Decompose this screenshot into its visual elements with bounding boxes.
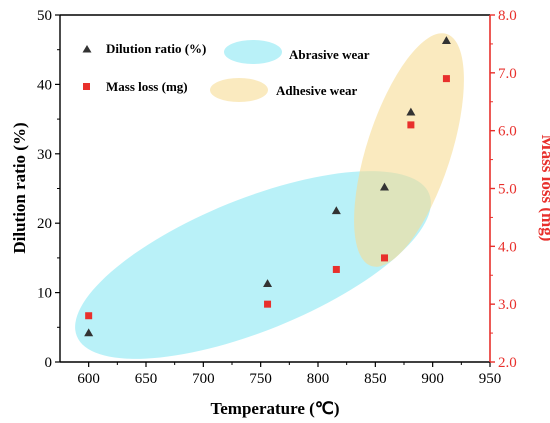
right-y-tick-label: 6.0	[498, 124, 517, 140]
legend-mass-loss-label: Mass loss (mg)	[106, 79, 188, 94]
dilution-ratio-point	[331, 206, 341, 215]
legend-triangle-marker	[82, 45, 92, 53]
right-y-axis-ticks: 2.0 3.0 4.0 5.0 6.0 7.0 8.0	[490, 8, 517, 371]
right-y-tick-label: 8.0	[498, 8, 517, 24]
x-tick-label: 950	[479, 371, 502, 387]
x-tick-label: 800	[307, 371, 330, 387]
mass-loss-point	[264, 300, 272, 308]
legend-adhesive-swatch	[210, 78, 268, 102]
legend-adhesive-label: Adhesive wear	[276, 83, 357, 98]
left-y-tick-label: 30	[37, 147, 52, 163]
dilution-ratio-point	[84, 328, 94, 337]
left-y-axis-ticks: 0 10 20 30 40 50	[37, 8, 60, 371]
mass-loss-point	[381, 254, 389, 262]
left-y-tick-label: 0	[45, 355, 53, 371]
x-tick-label: 700	[192, 371, 215, 387]
left-y-axis-title: Dilution ratio (%)	[10, 122, 29, 253]
abrasive-wear-region	[75, 171, 431, 359]
dilution-ratio-point	[263, 279, 273, 287]
right-y-tick-label: 4.0	[498, 239, 517, 255]
x-tick-label: 600	[77, 371, 100, 387]
x-tick-label: 750	[249, 371, 272, 387]
x-tick-label: 900	[421, 371, 444, 387]
mass-loss-point	[442, 75, 450, 83]
adhesive-wear-region	[354, 33, 464, 267]
right-y-tick-label: 3.0	[498, 297, 517, 313]
right-y-axis-title: Mass loss (mg)	[538, 135, 550, 242]
dilution-ratio-point	[380, 182, 390, 191]
legend-abrasive-swatch	[224, 40, 282, 64]
left-y-tick-label: 10	[37, 286, 52, 302]
mass-loss-point	[85, 312, 93, 320]
x-tick-label: 650	[135, 371, 158, 387]
x-tick-label: 850	[364, 371, 387, 387]
dilution-ratio-point	[406, 107, 416, 116]
right-y-tick-label: 7.0	[498, 66, 517, 82]
right-y-tick-label: 2.0	[498, 355, 517, 371]
dilution-ratio-point	[441, 36, 451, 45]
x-axis-ticks: 600 650 700 750 800 850 900 950	[77, 362, 501, 387]
right-y-tick-label: 5.0	[498, 182, 517, 198]
legend-abrasive-label: Abrasive wear	[289, 47, 370, 62]
legend-dilution-label: Dilution ratio (%)	[106, 41, 206, 56]
left-y-tick-label: 20	[37, 216, 52, 232]
mass-loss-point	[407, 121, 415, 129]
x-axis-title: Temperature (℃)	[210, 399, 339, 418]
left-y-tick-label: 50	[37, 8, 52, 24]
left-y-tick-label: 40	[37, 77, 52, 93]
wear-regions	[75, 33, 464, 359]
legend: Dilution ratio (%) Mass loss (mg) Abrasi…	[82, 40, 370, 102]
legend-square-marker	[83, 83, 90, 90]
mass-loss-point	[332, 265, 340, 273]
data-points	[84, 36, 451, 337]
